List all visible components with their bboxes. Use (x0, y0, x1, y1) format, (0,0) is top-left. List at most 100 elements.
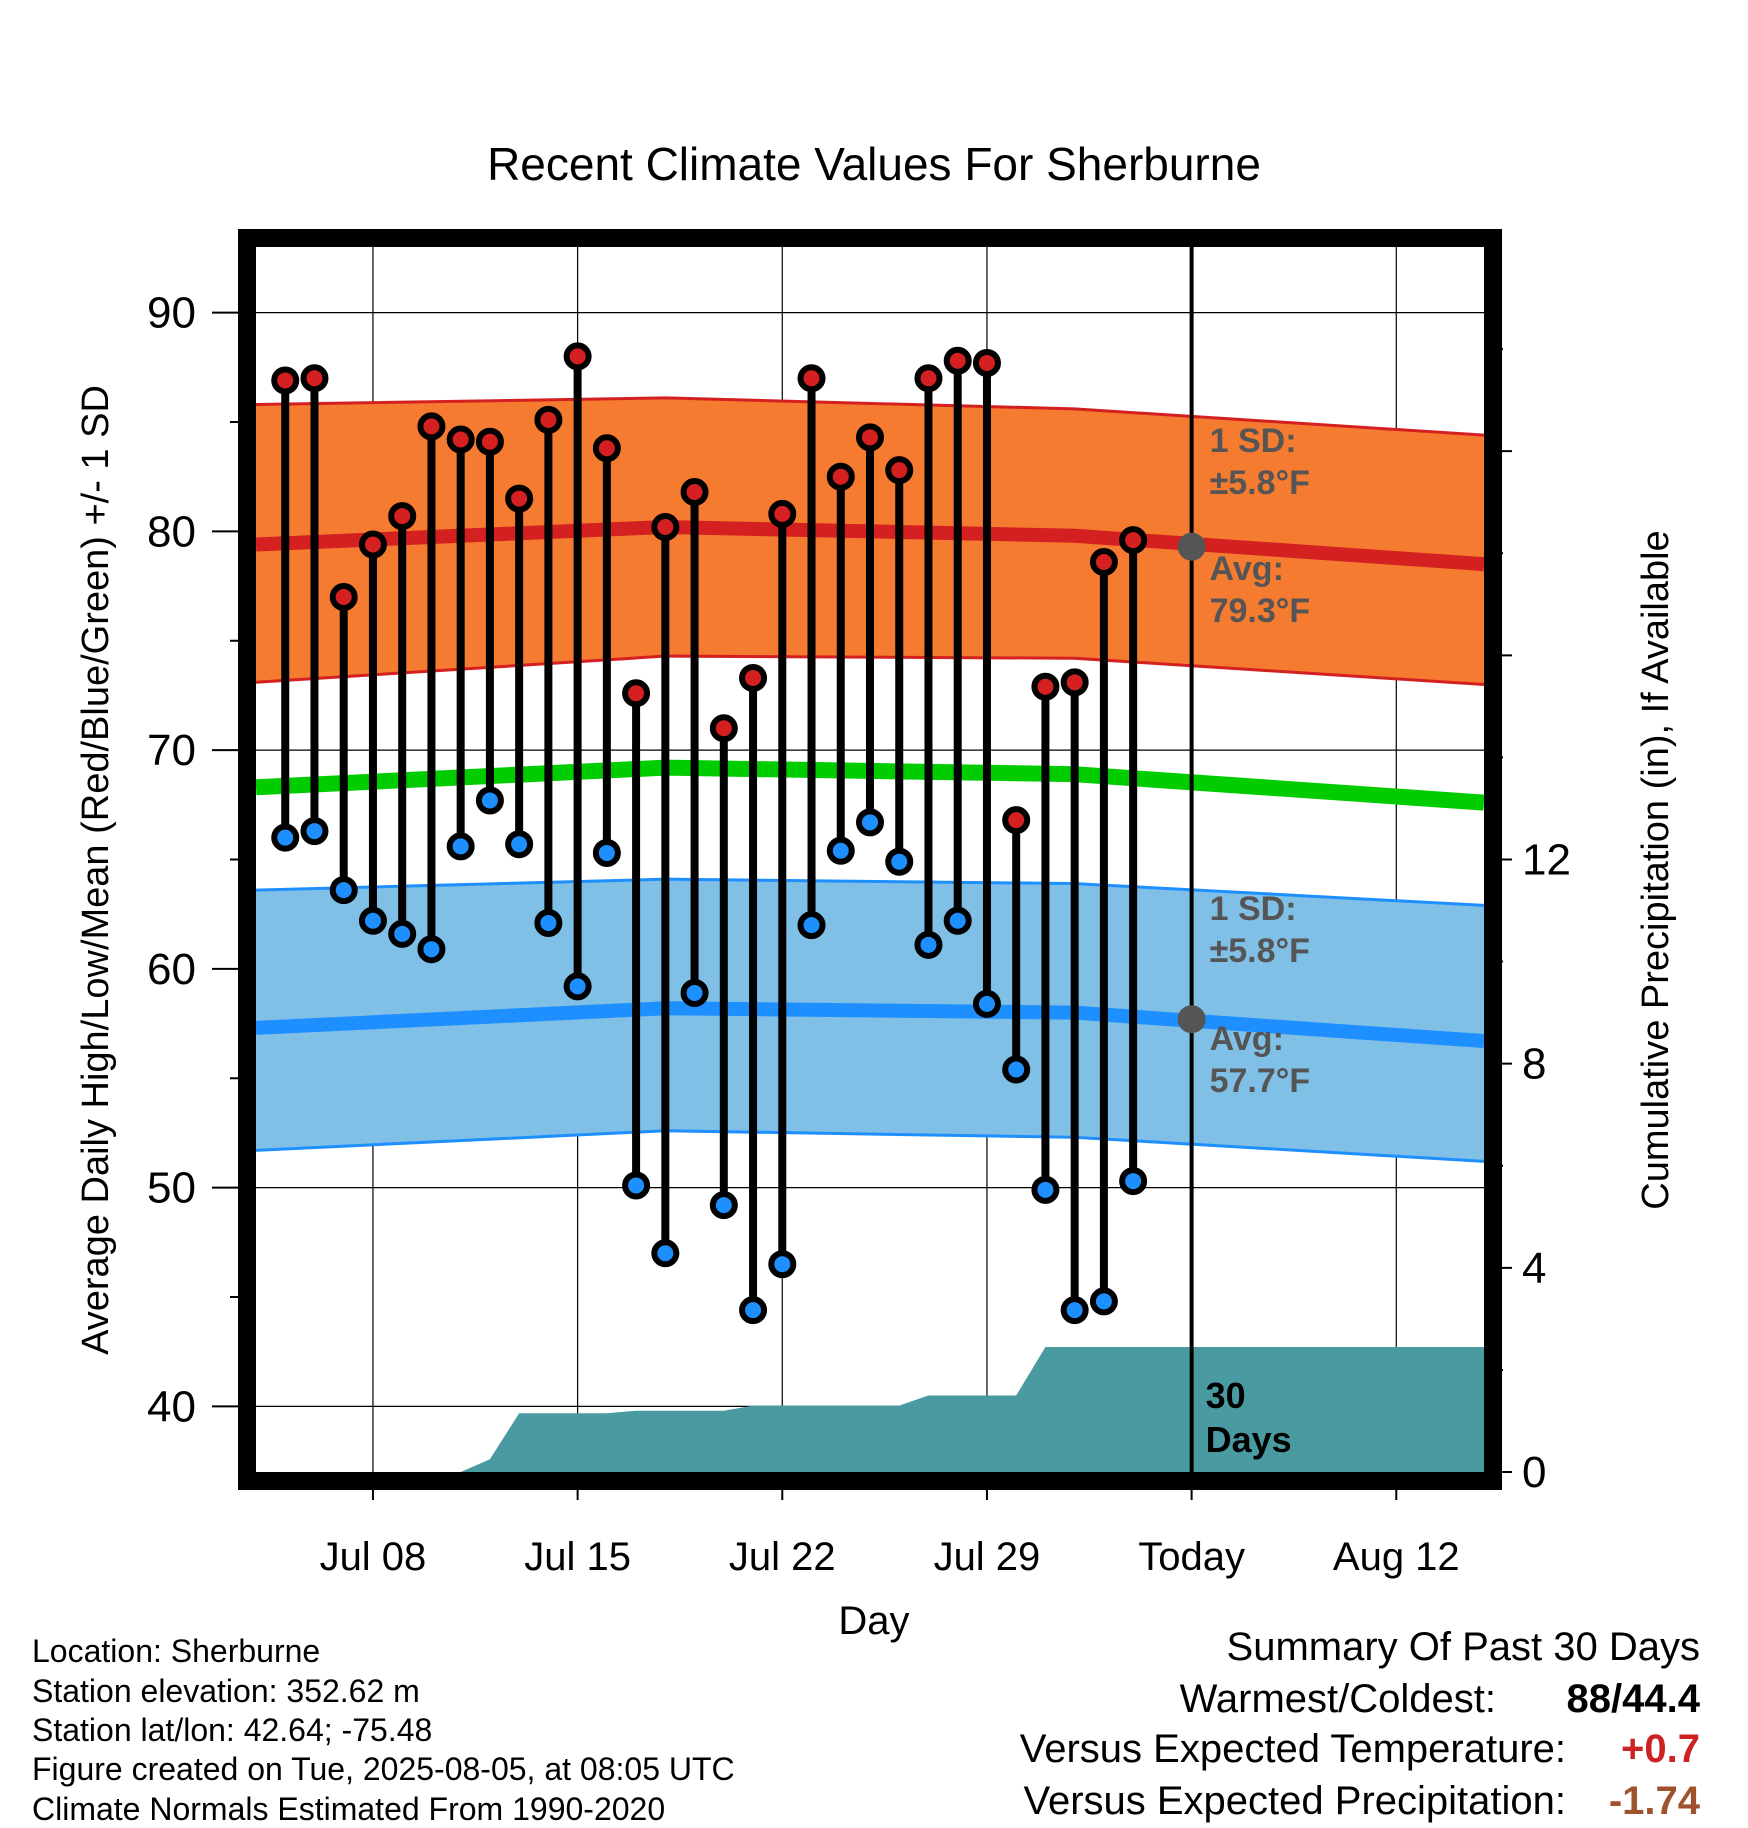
x-tick-label: Jul 15 (524, 1535, 631, 1579)
high-temp-point (417, 412, 446, 441)
elevation-text: Station elevation: 352.62 m (32, 1673, 420, 1709)
today-low-avg-marker (1177, 1005, 1206, 1034)
high-avg-value: 79.3°F (1210, 592, 1311, 630)
low-temp-point (709, 1191, 738, 1220)
low-temp-point (797, 911, 826, 940)
precip-value: -1.74 (1609, 1779, 1701, 1823)
x-tick-label: Jul 29 (934, 1535, 1041, 1579)
low-avg-value: 57.7°F (1210, 1062, 1311, 1100)
precipitation-area (256, 1346, 1484, 1472)
y2-axis-label: Cumulative Precipitation (in), If Availa… (1635, 530, 1677, 1209)
high-temp-point (1060, 668, 1089, 697)
summary-panel: Summary Of Past 30 Days Warmest/Coldest:… (1020, 1625, 1701, 1823)
low-sd-band (256, 879, 1484, 1162)
high-temp-point (358, 530, 387, 559)
high-temp-point (1119, 526, 1148, 555)
y2-tick-label: 12 (1522, 836, 1571, 885)
y2-tick-label: 0 (1522, 1448, 1546, 1497)
high-temp-point (943, 346, 972, 375)
low-temp-point (943, 906, 972, 935)
high-temp-point (329, 583, 358, 611)
high-temp-point (505, 484, 534, 513)
low-temp-point (739, 1296, 768, 1325)
low-temp-point (505, 830, 534, 859)
x-tick-label: Aug 12 (1333, 1535, 1460, 1579)
high-temp-point (856, 423, 884, 452)
low-sd-upper-line (256, 877, 1484, 907)
x-tick-label: Today (1138, 1535, 1245, 1579)
coldest-value: /44.4 (1611, 1677, 1701, 1721)
days-count-label-2: Days (1206, 1419, 1292, 1460)
low-temp-point (1002, 1055, 1031, 1084)
high-temp-point (709, 714, 738, 743)
high-temp-point (651, 513, 680, 541)
low-temp-point (1031, 1175, 1060, 1204)
high-temp-point (914, 364, 943, 393)
high-temp-point (534, 405, 563, 434)
low-avg-label: Avg: (1210, 1020, 1284, 1058)
high-temp-point (300, 364, 329, 393)
low-temp-point (680, 978, 709, 1007)
high-temp-point (680, 478, 709, 506)
high-temp-point (592, 434, 621, 463)
created-text: Figure created on Tue, 2025-08-05, at 08… (32, 1751, 735, 1787)
location-text: Location: Sherburne (32, 1633, 320, 1669)
y-axis-label: Average Daily High/Low/Mean (Red/Blue/Gr… (75, 385, 117, 1355)
chart-title: Recent Climate Values For Sherburne (487, 138, 1261, 190)
high-temp-point (1031, 672, 1060, 701)
warmest-label: Warmest/Coldest: (1180, 1677, 1496, 1721)
x-tick-label: Jul 08 (320, 1535, 427, 1579)
high-temp-point (1089, 548, 1118, 576)
low-temp-point (300, 817, 329, 846)
high-temp-point (739, 663, 768, 692)
high-temp-point (563, 342, 592, 371)
high-temp-point (797, 364, 826, 393)
low-temp-point (534, 908, 563, 937)
low-temp-point (651, 1239, 680, 1268)
low-temp-point (388, 919, 417, 948)
warmest-value: 88 (1567, 1677, 1612, 1721)
low-temp-point (329, 876, 358, 905)
low-temp-point (768, 1250, 797, 1279)
low-temp-point (972, 989, 1001, 1018)
high-temp-point (271, 366, 300, 395)
high-temp-point (768, 499, 797, 528)
y-tick-label: 40 (147, 1382, 196, 1431)
station-info: Location: Sherburne Station elevation: 3… (32, 1633, 735, 1827)
temp-label: Versus Expected Temperature: (1020, 1727, 1566, 1771)
y-tick-label: 70 (147, 726, 196, 775)
precip-label: Versus Expected Precipitation: (1023, 1779, 1566, 1823)
summary-title: Summary Of Past 30 Days (1227, 1625, 1700, 1669)
high-temp-point (1002, 806, 1031, 835)
y2-tick-label: 4 (1522, 1244, 1546, 1293)
high-temp-point (826, 462, 855, 491)
low-temp-point (358, 906, 387, 935)
low-sd-lower-line (256, 1129, 1484, 1163)
today-high-avg-marker (1177, 532, 1206, 561)
high-temp-point (388, 502, 417, 531)
low-temp-point (622, 1171, 651, 1200)
high-temp-point (475, 427, 504, 456)
low-temp-point (592, 838, 621, 867)
normals-text: Climate Normals Estimated From 1990-2020 (32, 1791, 665, 1827)
high-temp-point (885, 456, 914, 485)
plot-area: 1 SD: ±5.8°F Avg: 79.3°F 1 SD: ±5.8°F Avg: 57.7… (147, 229, 1571, 1579)
low-temp-point (563, 972, 592, 1001)
high-sd-value: ±5.8°F (1210, 464, 1310, 502)
warmest-coldest-value: 88/44.4 (1567, 1677, 1701, 1721)
high-avg-label: Avg: (1210, 550, 1284, 588)
low-sd-label: 1 SD: (1210, 890, 1297, 928)
days-count-label: 30 (1206, 1375, 1246, 1416)
low-temp-point (826, 836, 855, 865)
x-axis-label: Day (838, 1599, 909, 1643)
latlon-text: Station lat/lon: 42.64; -75.48 (32, 1712, 432, 1748)
high-temp-point (446, 425, 475, 454)
low-temp-point (271, 823, 300, 852)
temp-value: +0.7 (1621, 1727, 1700, 1771)
low-temp-point (446, 832, 475, 861)
high-sd-label: 1 SD: (1210, 422, 1297, 460)
low-temp-point (1060, 1296, 1089, 1325)
plot-content (256, 247, 1484, 1472)
low-sd-value: ±5.8°F (1210, 932, 1310, 970)
